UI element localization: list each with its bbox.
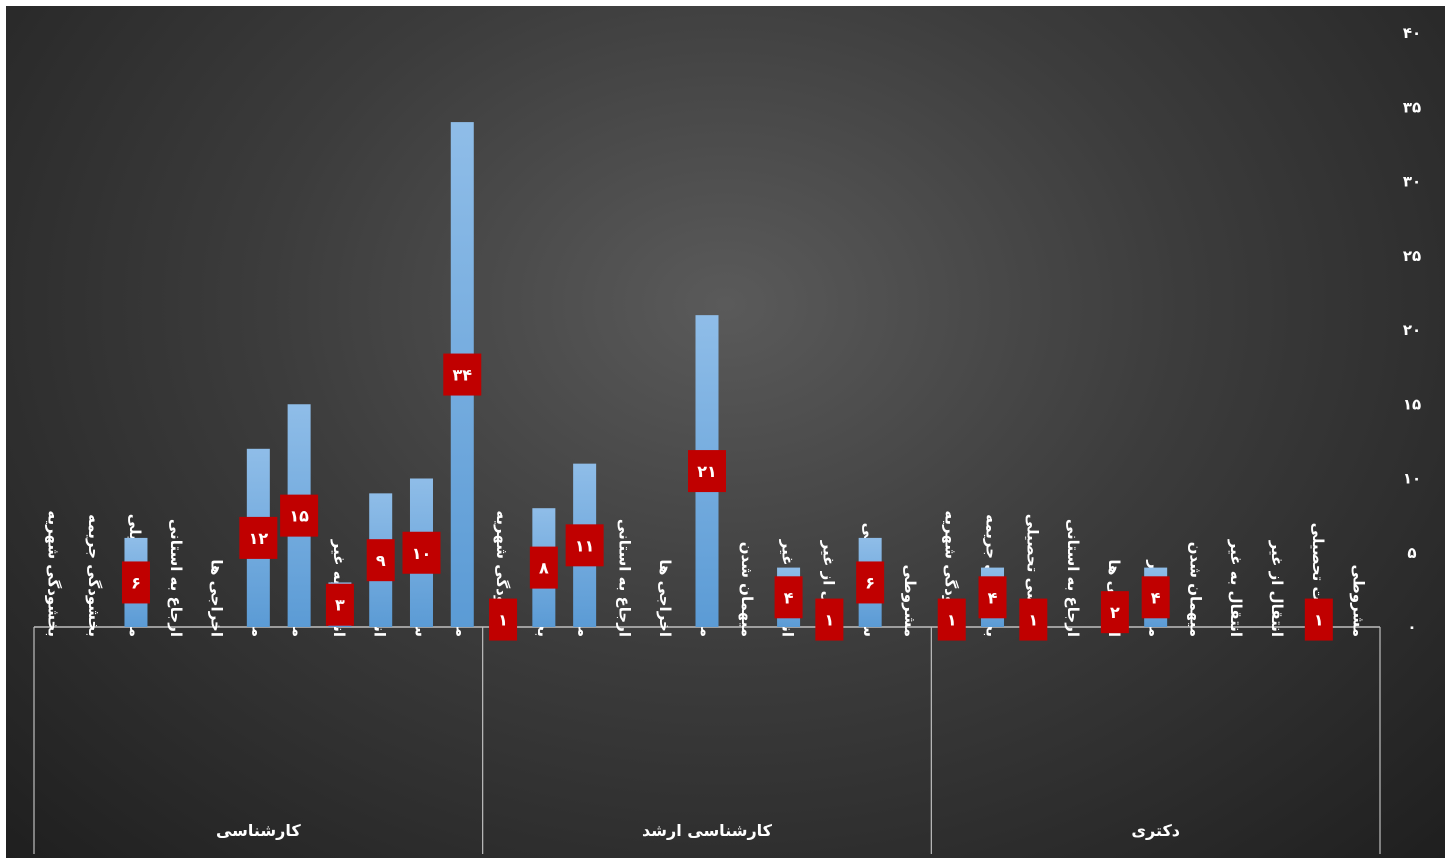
category-label: میهمان شدن [738,542,756,637]
category-label: ارجاع به استانی [1064,519,1082,637]
data-label-box [565,524,604,567]
data-label: ۱ [498,611,508,630]
data-label-box [489,598,518,641]
data-label: ۱ [947,611,957,630]
data-label: ۳ [335,596,345,615]
data-label: ۳۴ [453,366,473,385]
category-label: مشروطی [1350,564,1368,637]
category-label: اخراجی ها [656,559,674,637]
y-tick-label: ۰ [1407,618,1416,636]
category-label: انتقال از غیر [1268,540,1286,637]
data-label: ۶ [131,573,141,592]
category-label: میهمان شدن [1186,542,1204,637]
y-tick-label: ۳۵ [1403,98,1421,116]
data-label-box [815,598,844,641]
y-tick-label: ۴۰ [1403,24,1421,42]
y-tick-label: ۱۰ [1403,470,1421,488]
data-label: ۱۵ [289,507,309,526]
y-tick-label: ۵ [1407,544,1416,562]
data-label: ۱ [824,611,834,630]
data-label-box [856,561,885,604]
data-label: ۱۱ [575,536,595,555]
data-label-box [443,353,482,396]
data-label: ۱۲ [249,529,269,548]
data-label-box [402,531,441,574]
data-label: ۱۰ [412,544,432,563]
y-tick-label: ۱۵ [1403,395,1421,413]
data-label-box [774,576,803,619]
category-label: ارجاع به استانی [167,519,185,637]
data-label: ۹ [376,551,386,570]
data-label-box [325,583,354,626]
category-label: انتقال به غیر [1227,539,1245,637]
data-label-box [1100,591,1129,634]
data-label-box [1019,598,1048,641]
data-label: ۲ [1110,603,1120,622]
data-label-box [978,576,1007,619]
data-label: ۴ [1151,588,1161,607]
data-label-box [121,561,150,604]
data-label: ۶ [865,573,875,592]
group-label: کارشناسی ارشد [642,821,773,840]
data-label: ۴ [988,588,998,607]
data-label-box [688,450,726,493]
data-label-box [937,598,966,641]
data-label-box [280,494,319,537]
category-label: بخشودگی جریمه [85,514,103,637]
y-tick-label: ۲۰ [1403,321,1421,339]
data-label: ۸ [539,559,549,578]
data-label-box [239,516,278,559]
data-label: ۱ [1314,611,1324,630]
chart-area: ۰ ۵ ۱۰ ۱۵ ۲۰ ۲۵ ۳۰ ۳۵ ۴۰ کارشناسی بخشودگی شهریه بخش… [6,6,1445,858]
group-label: کارشناسی [216,821,301,840]
y-tick-label: ۳۰ [1403,173,1421,191]
category-label: اخراجی ها [208,559,226,637]
data-label-box [1304,598,1333,641]
category-label: بخشودگی شهریه [44,510,62,637]
data-label-box [366,539,395,582]
category-label: مشروطی [901,564,919,637]
group-label: دکتری [1131,821,1180,840]
data-label: ۴ [784,588,794,607]
category-label: ارجاع به استانی [615,519,633,637]
y-tick-label: ۲۵ [1403,247,1421,265]
data-label-box [529,546,558,589]
data-label: ۱ [1028,611,1038,630]
data-label: ۲۱ [697,462,717,481]
bar-chart: ۰ ۵ ۱۰ ۱۵ ۲۰ ۲۵ ۳۰ ۳۵ ۴۰ کارشناسی بخشودگی شهریه بخش… [33,24,1421,854]
data-label-box [1141,576,1170,619]
